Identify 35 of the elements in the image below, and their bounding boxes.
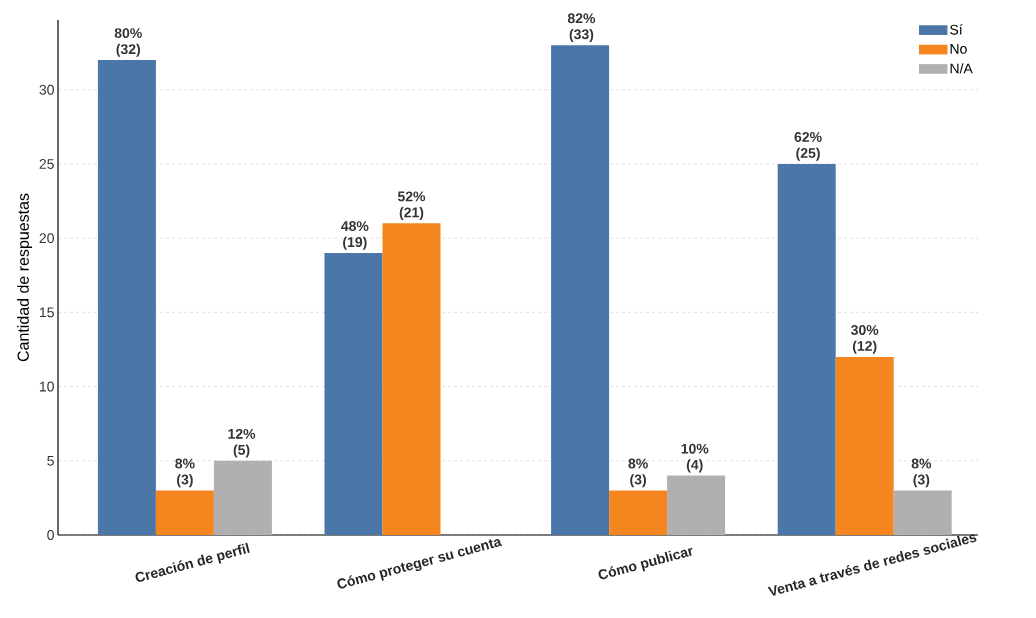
data-label: 10% (4) — [681, 443, 709, 473]
y-tick-label: 5 — [47, 455, 54, 466]
y-axis-title: Cantidad de respuestas — [17, 193, 33, 362]
bar — [155, 490, 214, 535]
legend-label: No — [950, 44, 967, 54]
bar — [777, 163, 836, 535]
data-label: 8% (3) — [911, 458, 932, 488]
data-label: 30% (12) — [851, 325, 879, 354]
data-label: 8% (3) — [175, 458, 195, 488]
data-label: 62% (25) — [794, 132, 822, 161]
y-tick-label: 20 — [39, 233, 54, 244]
y-tick-label: 0 — [47, 530, 54, 540]
legend-label: N/A — [950, 63, 973, 74]
y-tick-label: 30 — [39, 84, 54, 95]
bar — [324, 253, 383, 535]
y-tick-label: 15 — [39, 307, 54, 318]
data-label: 48% (19) — [341, 221, 369, 250]
bar — [213, 460, 272, 535]
x-tick-label: Venta a través de redes sociales — [767, 534, 977, 596]
data-label: 12% (5) — [228, 428, 256, 458]
x-tick-label: Creación de perfil — [135, 542, 250, 582]
bar — [551, 45, 610, 535]
y-tick-label: 10 — [39, 381, 54, 392]
bar — [667, 475, 726, 535]
bar — [835, 356, 894, 535]
data-label: 82% (33) — [567, 13, 596, 43]
data-label: 52% (21) — [397, 191, 426, 221]
legend-label: Sí — [950, 24, 963, 35]
bar — [609, 490, 668, 535]
bar — [893, 490, 952, 535]
data-label: 8% (3) — [628, 458, 648, 488]
y-tick-label: 25 — [39, 158, 54, 169]
bar — [97, 60, 156, 535]
data-label: 80% (32) — [114, 28, 142, 57]
bar — [382, 223, 441, 535]
